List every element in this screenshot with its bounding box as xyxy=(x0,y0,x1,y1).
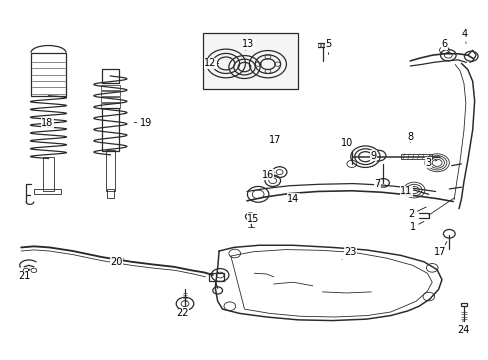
Bar xyxy=(101,97,120,102)
Text: 14: 14 xyxy=(286,194,299,204)
Bar xyxy=(203,33,298,89)
Text: 11: 11 xyxy=(400,186,413,197)
Bar xyxy=(34,189,61,194)
Bar xyxy=(31,53,66,96)
Text: 24: 24 xyxy=(457,320,469,335)
Bar xyxy=(106,149,115,191)
Text: 10: 10 xyxy=(340,139,352,148)
Text: 13: 13 xyxy=(242,40,254,50)
Bar xyxy=(319,43,324,47)
Text: 12: 12 xyxy=(204,58,218,68)
Text: 20: 20 xyxy=(110,257,123,267)
Bar xyxy=(42,157,54,191)
Text: 18: 18 xyxy=(41,118,58,128)
Bar xyxy=(318,43,323,47)
Text: 4: 4 xyxy=(461,29,467,44)
Bar xyxy=(101,91,120,96)
Text: 22: 22 xyxy=(176,306,188,318)
Text: 23: 23 xyxy=(341,247,356,260)
Text: 16: 16 xyxy=(261,170,274,180)
Text: 19: 19 xyxy=(134,118,152,128)
Bar xyxy=(102,69,119,83)
Text: 21: 21 xyxy=(18,269,30,281)
Text: 3: 3 xyxy=(425,158,436,168)
Text: 2: 2 xyxy=(407,207,426,219)
Text: 6: 6 xyxy=(441,40,447,51)
Bar xyxy=(460,303,467,306)
Bar xyxy=(101,85,120,90)
Text: 17: 17 xyxy=(433,242,446,257)
Text: 5: 5 xyxy=(325,40,331,54)
Bar xyxy=(400,154,431,159)
Bar xyxy=(107,189,114,198)
Bar xyxy=(321,43,325,47)
Text: 7: 7 xyxy=(373,179,382,189)
Bar xyxy=(101,103,120,108)
Bar xyxy=(102,108,119,151)
Bar xyxy=(209,273,224,281)
Text: 9: 9 xyxy=(370,150,379,161)
Text: 1: 1 xyxy=(409,221,423,232)
Text: 15: 15 xyxy=(246,214,259,224)
Text: 8: 8 xyxy=(407,132,412,142)
Text: 17: 17 xyxy=(268,135,281,145)
